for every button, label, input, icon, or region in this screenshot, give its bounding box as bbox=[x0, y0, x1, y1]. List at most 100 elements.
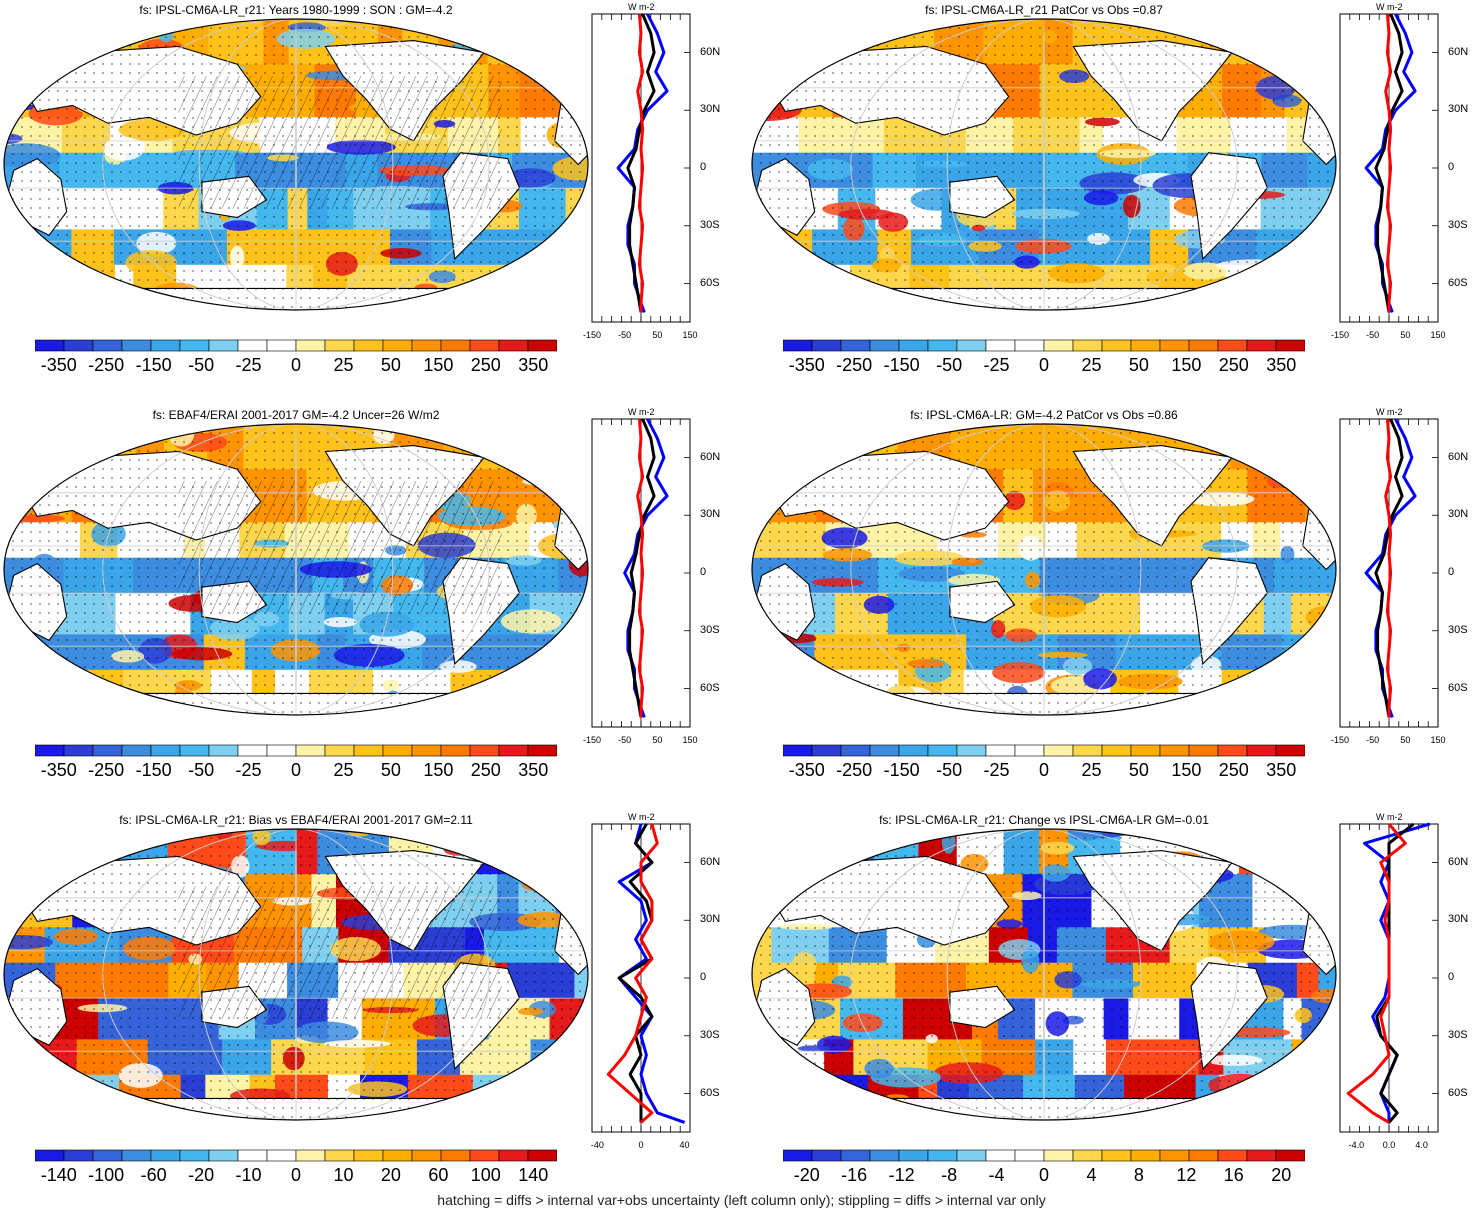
colorbar-tick-label: -150 bbox=[883, 355, 920, 375]
map-title: fs: IPSL-CM6A-LR: GM=-4.2 PatCor vs Obs … bbox=[910, 408, 1178, 422]
zonal-mean-plot bbox=[591, 13, 691, 323]
colorbar-tick-label: -25 bbox=[235, 355, 262, 375]
zonal-series-line bbox=[1346, 823, 1407, 1124]
colorbar-tick-label: -20 bbox=[188, 1165, 215, 1185]
zonal-x-tick-label: 40 bbox=[679, 1140, 690, 1150]
zonal-y-tick-label: 0 bbox=[700, 161, 707, 173]
zonal-x-tick-label: -150 bbox=[582, 330, 602, 340]
colorbar-tick-label: 250 bbox=[470, 760, 501, 780]
zonal-x-tick-label: -4.0 bbox=[1348, 1140, 1365, 1150]
zonal-unit-label: W m-2 bbox=[628, 407, 655, 417]
colorbar-tick-label: 50 bbox=[1128, 355, 1149, 375]
colorbar-tick-label: -100 bbox=[88, 1165, 125, 1185]
map-title: fs: EBAF4/ERAI 2001-2017 GM=-4.2 Uncer=2… bbox=[152, 408, 440, 422]
map-title: fs: IPSL-CM6A-LR_r21 PatCor vs Obs =0.87 bbox=[925, 3, 1163, 17]
zonal-y-tick-label: 60N bbox=[700, 450, 721, 463]
colorbar-tick-label: -16 bbox=[841, 1165, 868, 1185]
colorbar-tick-label: -20 bbox=[793, 1165, 820, 1185]
colorbar bbox=[783, 1149, 1305, 1162]
map-title: fs: IPSL-CM6A-LR_r21: Years 1980-1999 : … bbox=[139, 3, 453, 17]
colorbar-tick-label: -4 bbox=[988, 1165, 1005, 1185]
zonal-x-tick-label: 0.0 bbox=[1382, 1140, 1396, 1150]
colorbar-tick-label: 150 bbox=[1171, 760, 1202, 780]
colorbar bbox=[783, 744, 1305, 757]
zonal-series-line bbox=[626, 13, 656, 313]
zonal-y-tick-label: 30S bbox=[700, 623, 720, 636]
colorbar-tick-label: 20 bbox=[1271, 1165, 1292, 1185]
zonal-x-tick-label: 4.0 bbox=[1415, 1140, 1428, 1150]
zonal-x-tick-label: 50 bbox=[1400, 330, 1411, 340]
colorbar-tick-label: 350 bbox=[1266, 355, 1297, 375]
colorbar-tick-label: -10 bbox=[235, 1165, 262, 1185]
colorbar-tick-label: 25 bbox=[1081, 355, 1102, 375]
zonal-x-tick-label: -50 bbox=[1366, 735, 1380, 745]
zonal-y-tick-label: 30S bbox=[700, 218, 720, 231]
zonal-x-tick-label: 50 bbox=[652, 735, 663, 745]
zonal-y-tick-label: 60N bbox=[700, 45, 721, 58]
colorbar-tick-label: -250 bbox=[88, 760, 125, 780]
zonal-y-tick-label: 0 bbox=[700, 566, 707, 578]
map-title: fs: IPSL-CM6A-LR_r21: Bias vs EBAF4/ERAI… bbox=[119, 813, 473, 827]
colorbar-tick-label: 25 bbox=[1081, 760, 1102, 780]
zonal-mean-plot bbox=[1339, 13, 1439, 323]
map-panel bbox=[751, 18, 1337, 311]
zonal-mean-plot bbox=[1339, 822, 1439, 1133]
zonal-y-tick-label: 60N bbox=[1448, 855, 1469, 868]
zonal-series-line bbox=[636, 13, 645, 313]
colorbar-tick-label: -8 bbox=[941, 1165, 958, 1185]
colorbar-tick-label: -250 bbox=[88, 355, 125, 375]
map-panel bbox=[3, 828, 589, 1121]
zonal-series-line bbox=[606, 823, 659, 1124]
colorbar-tick-label: 350 bbox=[518, 355, 549, 375]
colorbar-tick-label: 16 bbox=[1223, 1165, 1244, 1185]
colorbar-tick-label: 150 bbox=[1171, 355, 1202, 375]
zonal-y-tick-label: 60S bbox=[1448, 681, 1468, 694]
colorbar-tick-label: -12 bbox=[888, 1165, 915, 1185]
zonal-y-tick-label: 60N bbox=[700, 855, 721, 868]
colorbar-tick-label: -50 bbox=[188, 355, 215, 375]
zonal-x-tick-label: -50 bbox=[618, 735, 632, 745]
zonal-series-line bbox=[1384, 418, 1393, 718]
footer-note: hatching = diffs > internal var+obs unce… bbox=[437, 1192, 1046, 1208]
zonal-x-tick-label: -40 bbox=[590, 1140, 604, 1150]
zonal-unit-label: W m-2 bbox=[628, 812, 655, 822]
colorbar bbox=[35, 339, 557, 352]
colorbar-tick-label: 4 bbox=[1086, 1165, 1097, 1185]
zonal-y-tick-label: 0 bbox=[1448, 971, 1455, 983]
zonal-series-line bbox=[628, 418, 656, 718]
colorbar-tick-label: -150 bbox=[135, 355, 172, 375]
colorbar-tick-label: 350 bbox=[518, 760, 549, 780]
map-panel bbox=[3, 423, 589, 716]
zonal-y-tick-label: 30S bbox=[1448, 1028, 1468, 1041]
colorbar-tick-label: 60 bbox=[428, 1165, 449, 1185]
zonal-series-line bbox=[636, 418, 645, 718]
zonal-y-tick-label: 0 bbox=[1448, 566, 1455, 578]
colorbar-tick-label: 0 bbox=[290, 355, 302, 375]
colorbar-tick-label: -140 bbox=[40, 1165, 77, 1185]
zonal-unit-label: W m-2 bbox=[1376, 2, 1403, 12]
colorbar-tick-label: -350 bbox=[40, 355, 77, 375]
map-panel bbox=[3, 18, 589, 311]
colorbar-tick-label: -25 bbox=[983, 355, 1010, 375]
colorbar-tick-label: -60 bbox=[140, 1165, 167, 1185]
colorbar-tick-label: -150 bbox=[883, 760, 920, 780]
zonal-y-tick-label: 60S bbox=[700, 1086, 720, 1099]
zonal-y-tick-label: 30N bbox=[700, 508, 721, 521]
colorbar-tick-label: 0 bbox=[1038, 1165, 1050, 1185]
zonal-y-tick-label: 60S bbox=[1448, 276, 1468, 289]
zonal-y-tick-label: 30N bbox=[1448, 913, 1469, 926]
colorbar-tick-label: 0 bbox=[290, 1165, 302, 1185]
map-panel bbox=[751, 828, 1337, 1121]
zonal-x-tick-label: 0 bbox=[638, 1140, 644, 1150]
zonal-x-tick-label: 150 bbox=[682, 330, 698, 340]
zonal-x-tick-label: 50 bbox=[1400, 735, 1411, 745]
zonal-x-tick-label: -150 bbox=[582, 735, 602, 745]
zonal-x-tick-label: -150 bbox=[1330, 330, 1350, 340]
colorbar-tick-label: -25 bbox=[983, 760, 1010, 780]
colorbar-tick-label: 0 bbox=[1038, 760, 1050, 780]
colorbar-tick-label: 350 bbox=[1266, 760, 1297, 780]
zonal-y-tick-label: 30N bbox=[700, 103, 721, 116]
zonal-series-line bbox=[1374, 13, 1404, 313]
colorbar-tick-label: 0 bbox=[1038, 355, 1050, 375]
colorbar-tick-label: 0 bbox=[290, 760, 302, 780]
